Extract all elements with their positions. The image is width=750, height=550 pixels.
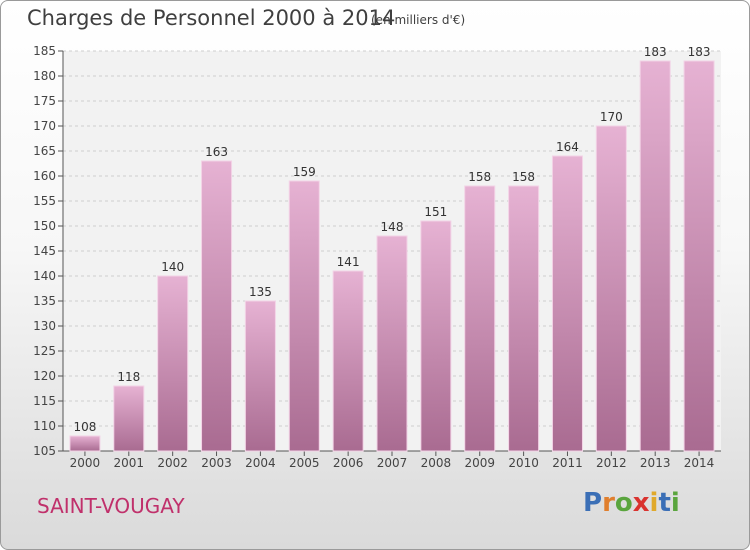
data-label-2003: 163: [205, 145, 228, 159]
x-tick-label-2000: 2000: [70, 456, 101, 470]
bar-2004: [244, 300, 276, 452]
logo-letter: r: [602, 488, 615, 518]
x-tick-label-2003: 2003: [201, 456, 232, 470]
y-tick-label: 135: [33, 294, 56, 308]
x-tick-label-2005: 2005: [289, 456, 320, 470]
logo-letter: i: [649, 488, 659, 518]
bar-2005: [288, 180, 320, 452]
data-label-2004: 135: [249, 285, 272, 299]
x-tick-label-2001: 2001: [114, 456, 145, 470]
bar-2007: [376, 235, 408, 452]
bar-2002: [157, 275, 189, 452]
bar-2014: [683, 60, 715, 452]
x-tick-label-2011: 2011: [552, 456, 583, 470]
data-labels: 108 118 140 163 135 159 141 148 151 158 158 164 170 1…: [73, 45, 710, 434]
y-tick-label: 120: [33, 369, 56, 383]
data-label-2006: 141: [337, 255, 360, 269]
data-label-2001: 118: [117, 370, 140, 384]
x-tick-label-2014: 2014: [684, 456, 715, 470]
y-tick-label: 160: [33, 169, 56, 183]
data-label-2012: 170: [600, 110, 623, 124]
chart-subtitle: (en milliers d'€): [371, 13, 466, 27]
y-tick-label: 150: [33, 219, 56, 233]
chart-title: Charges de Personnel 2000 à 2014: [27, 6, 396, 30]
logo-letter: o: [614, 488, 633, 518]
bar-2012: [595, 125, 627, 452]
bar-2013: [639, 60, 671, 452]
y-tick-label: 115: [33, 394, 56, 408]
y-tick-label: 175: [33, 94, 56, 108]
data-label-2005: 159: [293, 165, 316, 179]
data-label-2002: 140: [161, 260, 184, 274]
x-tick-label-2012: 2012: [596, 456, 627, 470]
proxiti-logo[interactable]: Proxiti: [583, 488, 680, 518]
bar-2009: [464, 185, 496, 452]
y-tick-label: 105: [33, 444, 56, 458]
logo-letter: t: [658, 488, 671, 518]
x-tick-label-2009: 2009: [464, 456, 495, 470]
bar-2000: [69, 435, 101, 452]
y-tick-label: 140: [33, 269, 56, 283]
data-label-2011: 164: [556, 140, 579, 154]
data-label-2013: 183: [644, 45, 667, 59]
logo-letter: i: [670, 488, 680, 518]
data-label-2008: 151: [424, 205, 447, 219]
commune-name: SAINT-VOUGAY: [37, 494, 185, 518]
x-tick-label-2004: 2004: [245, 456, 276, 470]
y-tick-label: 110: [33, 419, 56, 433]
bar-2006: [332, 270, 364, 452]
y-tick-label: 165: [33, 144, 56, 158]
y-tick-label: 185: [33, 44, 56, 58]
bars: [69, 60, 715, 452]
x-tick-label-2002: 2002: [157, 456, 188, 470]
data-label-2007: 148: [381, 220, 404, 234]
data-label-2014: 183: [688, 45, 711, 59]
y-tick-label: 180: [33, 69, 56, 83]
bar-2010: [508, 185, 540, 452]
data-label-2000: 108: [73, 420, 96, 434]
y-tick-label: 170: [33, 119, 56, 133]
x-tick-label-2006: 2006: [333, 456, 364, 470]
y-tick-label: 145: [33, 244, 56, 258]
bar-2008: [420, 220, 452, 452]
y-tick-label: 155: [33, 194, 56, 208]
data-label-2010: 158: [512, 170, 535, 184]
bar-2011: [551, 155, 583, 452]
data-label-2009: 158: [468, 170, 491, 184]
y-tick-label: 130: [33, 319, 56, 333]
x-tick-label-2013: 2013: [640, 456, 671, 470]
bar-2003: [201, 160, 233, 452]
y-tick-label: 125: [33, 344, 56, 358]
axes: 105 110 115 120 125 130 135 140 145 150 155 160 165 1…: [33, 44, 721, 470]
x-tick-label-2007: 2007: [377, 456, 408, 470]
logo-letter: P: [583, 488, 603, 518]
bar-2001: [113, 385, 145, 452]
x-tick-label-2008: 2008: [421, 456, 452, 470]
logo-letter: x: [632, 488, 650, 518]
x-tick-label-2010: 2010: [508, 456, 539, 470]
